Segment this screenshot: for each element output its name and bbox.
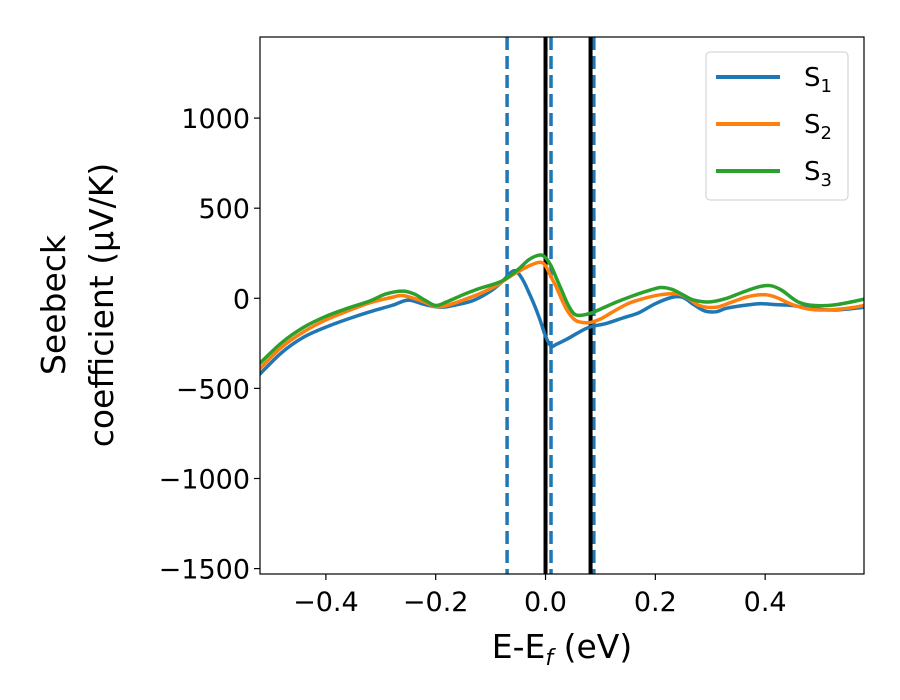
x-tick-label: 0.2 bbox=[634, 587, 677, 618]
series-line-s3 bbox=[260, 253, 864, 365]
legend-label-s1-main: S bbox=[804, 63, 821, 93]
x-axis-title: E-Ef (eV) bbox=[492, 627, 632, 671]
legend-label-s3: S3 bbox=[804, 157, 832, 191]
x-tick-label: 0.0 bbox=[524, 587, 567, 618]
x-tick-label: 0.4 bbox=[744, 587, 787, 618]
y-axis-ticks: −1500 −1000 −500 0 500 1000 bbox=[159, 104, 260, 586]
legend: S1 S2 S3 bbox=[705, 51, 849, 201]
y-tick-label: −500 bbox=[176, 374, 250, 405]
series-lines bbox=[260, 253, 864, 376]
y-tick-label: −1000 bbox=[159, 464, 250, 495]
y-tick-label: −1500 bbox=[159, 555, 250, 586]
x-tick-label: −0.4 bbox=[293, 587, 359, 618]
legend-label-s2-main: S bbox=[804, 110, 821, 140]
x-axis-title-subscript: f bbox=[545, 646, 556, 671]
x-axis-title-unit: (eV) bbox=[553, 627, 632, 666]
legend-label-s3-sub: 3 bbox=[821, 170, 832, 191]
legend-label-s1: S1 bbox=[804, 63, 832, 97]
legend-label-s2-sub: 2 bbox=[821, 123, 832, 144]
x-tick-label: −0.2 bbox=[403, 587, 469, 618]
plot-frame bbox=[259, 36, 865, 575]
legend-label-s3-main: S bbox=[804, 157, 821, 187]
y-tick-label: 1000 bbox=[181, 104, 250, 135]
x-axis-title-main: E-E bbox=[492, 627, 546, 666]
series-line-s1 bbox=[260, 268, 864, 376]
x-axis-ticks: −0.4 −0.2 0.0 0.2 0.4 bbox=[293, 574, 787, 618]
series-line-s2 bbox=[260, 260, 864, 371]
y-axis-title-line-1: Seebeck bbox=[34, 234, 73, 375]
y-tick-label: 500 bbox=[198, 194, 250, 225]
vertical-lines bbox=[505, 37, 596, 574]
y-axis-title: Seebeck coefficient (μV/K) bbox=[34, 163, 121, 448]
legend-label-s1-sub: 1 bbox=[821, 76, 832, 97]
y-tick-label: 0 bbox=[233, 284, 250, 315]
legend-label-s2: S2 bbox=[804, 110, 832, 144]
y-axis-title-line-2: coefficient (μV/K) bbox=[82, 163, 121, 448]
